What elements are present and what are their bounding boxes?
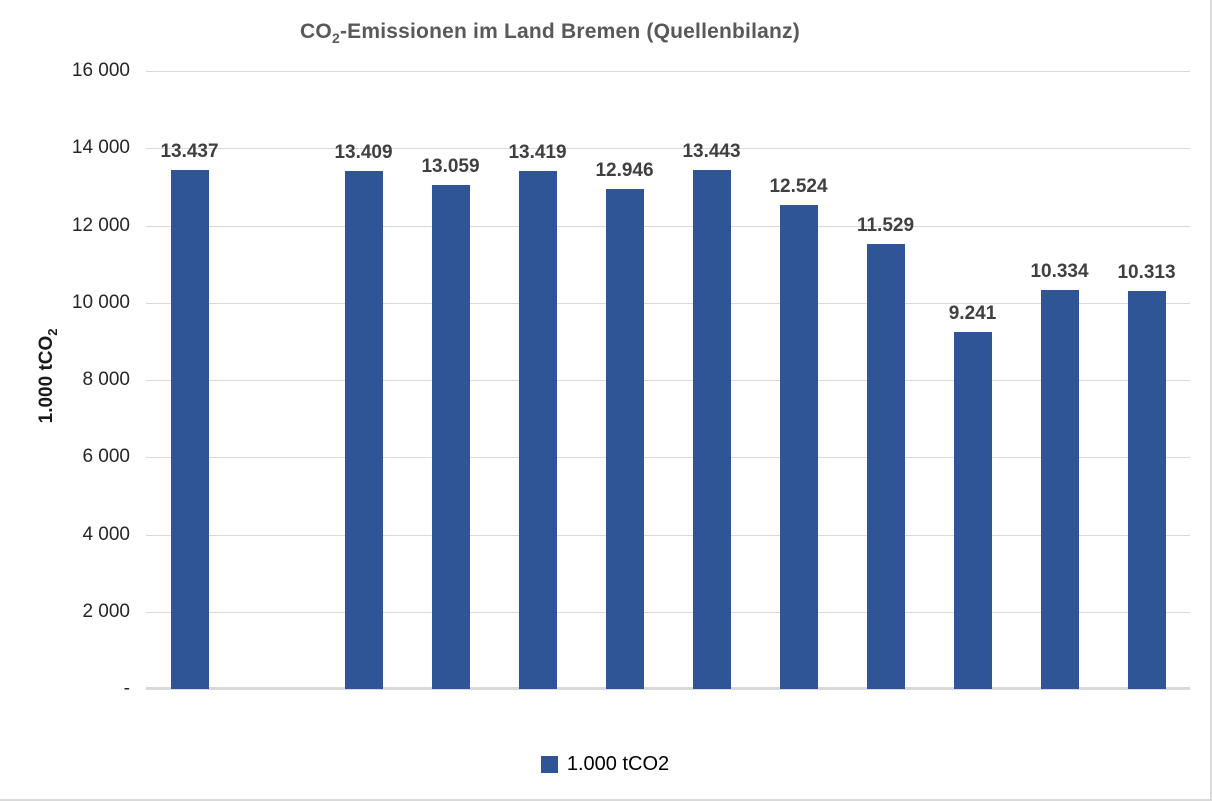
y-axis-tick-label: 10 000: [71, 291, 130, 313]
bar: [170, 170, 209, 689]
y-axis-tick-label: 14 000: [71, 137, 130, 159]
gridline: [146, 225, 1190, 227]
gridline: [146, 534, 1190, 536]
bar: [518, 171, 557, 689]
gridline: [146, 689, 1190, 690]
y-axis-tick-label: 12 000: [71, 214, 130, 236]
y-axis-tick-label: 4 000: [82, 523, 130, 545]
bar-data-label: 10.334: [1030, 261, 1089, 282]
chart-title-prefix: CO: [300, 20, 332, 43]
bar: [779, 205, 818, 689]
bar-data-label: 13.437: [160, 141, 219, 162]
bar: [866, 244, 905, 689]
y-axis-tick-label: -: [123, 678, 130, 699]
legend-label: 1.000 tCO2: [566, 753, 670, 775]
chart-title-subscript: 2: [331, 30, 340, 47]
y-axis-tick-label: 16 000: [71, 60, 130, 81]
gridline: [146, 380, 1190, 381]
bar: [953, 332, 992, 689]
legend-marker-swatch: [540, 756, 558, 773]
bar-data-label: 10.313: [1117, 262, 1176, 283]
y-axis-tick-label: 8 000: [82, 369, 130, 390]
y-axis-title-subscript: 2: [44, 328, 60, 336]
gridline: [146, 457, 1190, 459]
bar-data-label: 13.443: [682, 141, 741, 162]
bar: [1127, 291, 1166, 689]
y-axis-tick-label: 6 000: [82, 446, 130, 468]
bar: [605, 189, 644, 689]
chart-title-rest: -Emissionen im Land Bremen (Quellenbilan…: [339, 20, 800, 43]
bar-data-label: 12.946: [595, 160, 654, 181]
legend: 1.000 tCO2: [0, 753, 1210, 776]
gridline: [146, 302, 1190, 304]
bar-data-label: 9.241: [948, 303, 997, 324]
bar-data-label: 11.529: [856, 215, 915, 236]
bar-data-label: 13.059: [421, 156, 480, 177]
plot-area: 13.437 13.409 13.059 13.419 12.946 13.443 12.5…: [146, 71, 1190, 690]
bar-data-label: 13.419: [508, 142, 567, 163]
bar: [344, 171, 383, 689]
gridline: [146, 611, 1190, 613]
bar-data-label: 13.409: [334, 142, 393, 163]
y-axis-tick-label: 2 000: [82, 600, 130, 622]
gridline: [146, 148, 1190, 150]
x-axis-line: [146, 687, 1190, 689]
gridline: [146, 71, 1190, 72]
chart-title: CO2-Emissionen im Land Bremen (Quellenbi…: [0, 20, 1100, 46]
bar: [431, 185, 470, 689]
bar: [1040, 290, 1079, 689]
bar-data-label: 12.524: [769, 176, 828, 197]
bar: [692, 170, 731, 689]
